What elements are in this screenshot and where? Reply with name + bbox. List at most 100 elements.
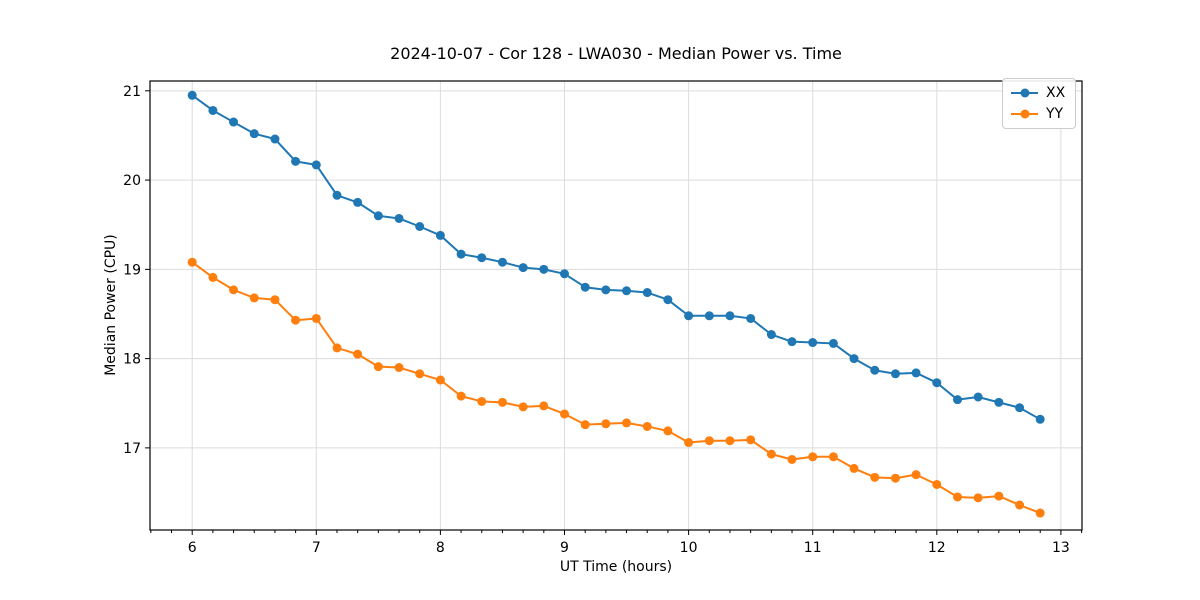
y-tick-label: 21: [123, 84, 141, 100]
data-point-yy: [601, 419, 611, 429]
data-point-yy: [704, 436, 714, 446]
legend-line-marker: [1011, 88, 1038, 98]
data-point-xx: [601, 285, 611, 295]
data-point-yy: [663, 426, 673, 436]
data-point-yy: [415, 369, 425, 379]
legend-item: YY: [1011, 105, 1067, 123]
data-point-xx: [808, 338, 818, 348]
data-point-xx: [249, 129, 259, 139]
data-point-xx: [911, 368, 921, 378]
data-point-xx: [497, 257, 507, 267]
data-point-xx: [270, 134, 280, 144]
x-tick-label: 6: [188, 540, 197, 556]
data-point-xx: [580, 282, 590, 292]
data-point-yy: [849, 463, 859, 473]
y-tick-label: 20: [123, 173, 141, 189]
data-point-xx: [766, 330, 776, 340]
data-point-xx: [229, 117, 239, 127]
data-point-yy: [332, 343, 342, 353]
data-point-yy: [456, 391, 466, 401]
data-point-yy: [291, 315, 301, 325]
data-point-xx: [559, 269, 569, 279]
data-point-yy: [249, 293, 259, 303]
data-point-xx: [311, 160, 321, 170]
data-point-xx: [849, 354, 859, 364]
data-point-yy: [953, 492, 963, 502]
data-point-xx: [890, 369, 900, 379]
data-point-xx: [973, 392, 983, 402]
y-tick-label: 18: [123, 352, 141, 368]
data-point-yy: [373, 362, 383, 372]
legend-line-marker: [1011, 109, 1038, 119]
data-point-xx: [663, 295, 673, 305]
data-point-yy: [870, 472, 880, 482]
data-point-xx: [353, 197, 363, 207]
y-axis-label: Median Power (CPU): [103, 234, 119, 376]
data-point-yy: [1035, 508, 1045, 518]
data-point-xx: [187, 90, 197, 100]
x-tick-label: 10: [680, 540, 698, 556]
data-point-xx: [870, 365, 880, 375]
legend-marker-dot: [1020, 88, 1029, 98]
data-point-xx: [932, 378, 942, 388]
data-point-xx: [684, 311, 694, 321]
x-tick-label: 12: [928, 540, 946, 556]
data-point-yy: [890, 473, 900, 483]
data-point-xx: [994, 397, 1004, 407]
data-point-xx: [704, 311, 714, 321]
data-point-yy: [477, 396, 487, 406]
data-point-yy: [394, 363, 404, 373]
axes-frame: [149, 80, 1083, 531]
data-point-yy: [622, 418, 632, 428]
y-tick-label: 17: [123, 441, 141, 457]
data-point-xx: [539, 264, 549, 274]
data-point-xx: [953, 395, 963, 405]
data-point-xx: [725, 311, 735, 321]
data-point-yy: [539, 401, 549, 411]
data-point-xx: [1015, 403, 1025, 413]
data-point-xx: [828, 338, 838, 348]
data-point-yy: [497, 397, 507, 407]
legend: XX YY: [1002, 78, 1076, 129]
x-tick-label: 11: [804, 540, 822, 556]
data-point-yy: [229, 285, 239, 295]
data-point-yy: [766, 449, 776, 459]
legend-marker-dot: [1020, 109, 1029, 119]
x-axis-label: UT Time (hours): [559, 559, 673, 575]
data-point-xx: [415, 222, 425, 232]
data-point-xx: [642, 288, 652, 298]
data-point-yy: [684, 438, 694, 448]
data-point-xx: [746, 313, 756, 323]
chart-title: 2024-10-07 - Cor 128 - LWA030 - Median P…: [390, 44, 842, 63]
data-point-yy: [808, 452, 818, 462]
data-point-yy: [311, 313, 321, 323]
data-point-yy: [725, 436, 735, 446]
data-point-yy: [353, 349, 363, 359]
legend-label: YY: [1046, 106, 1064, 122]
data-point-yy: [208, 272, 218, 282]
y-tick-label: 19: [123, 262, 141, 278]
data-point-yy: [828, 452, 838, 462]
legend-item: XX: [1011, 84, 1067, 102]
x-tick-label: 13: [1052, 540, 1070, 556]
x-tick-label: 7: [312, 540, 321, 556]
data-point-xx: [435, 230, 445, 240]
data-point-yy: [994, 491, 1004, 501]
data-point-xx: [518, 263, 528, 273]
data-point-xx: [291, 156, 301, 166]
data-point-yy: [270, 295, 280, 305]
data-point-xx: [787, 337, 797, 347]
data-point-xx: [1035, 414, 1045, 424]
data-point-xx: [208, 105, 218, 115]
data-point-xx: [373, 211, 383, 221]
data-point-xx: [477, 253, 487, 263]
legend-label: XX: [1046, 85, 1066, 101]
data-point-xx: [456, 249, 466, 259]
data-point-yy: [932, 479, 942, 489]
data-point-xx: [332, 190, 342, 200]
data-point-yy: [746, 435, 756, 445]
data-point-yy: [973, 493, 983, 503]
data-point-yy: [911, 470, 921, 480]
data-point-yy: [435, 375, 445, 385]
